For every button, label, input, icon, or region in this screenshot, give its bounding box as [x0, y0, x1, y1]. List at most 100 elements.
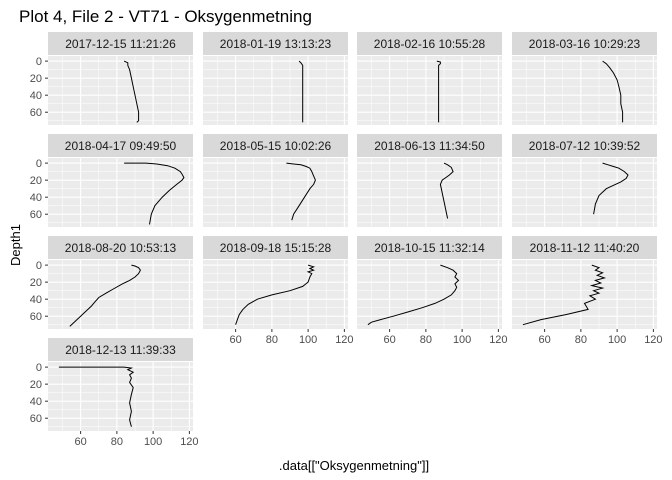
series-line — [522, 264, 607, 326]
facet-panel: 2018-04-17 09:49:50 0 20 40 60 — [30, 134, 193, 227]
chart-title: Plot 4, File 2 - VT71 - Oksygenmetning — [19, 7, 312, 26]
y-tick-label: 0 — [36, 362, 42, 374]
gridlines — [48, 158, 193, 227]
gridlines — [357, 56, 502, 125]
facet-strip — [48, 134, 193, 157]
series-line — [69, 264, 141, 327]
facet-panel: 2018-06-13 11:34:50 — [357, 134, 502, 227]
facet-strip — [203, 236, 348, 259]
facet-strip — [512, 134, 657, 157]
y-tick-label: 20 — [30, 379, 42, 391]
facet-strip-label: 2018-01-19 13:13:23 — [220, 37, 332, 51]
series-line — [439, 162, 454, 219]
facet-panel: 2018-11-12 11:40:20 60 80 100 120 — [512, 236, 663, 346]
gridlines — [512, 56, 657, 125]
facet-panel: 2018-12-13 11:39:33 0 20 40 60 60 80 100 120 — [30, 338, 199, 448]
facet-panel: 2018-05-15 10:02:26 — [203, 134, 348, 227]
x-tick-label: 60 — [230, 334, 242, 346]
series-line — [235, 264, 315, 325]
y-tick-label: 20 — [30, 175, 42, 187]
facet-panels: 2017-12-15 11:21:26 0 20 40 60 2018-01-19 13:… — [30, 32, 663, 448]
facet-panel: 2018-01-19 13:13:23 — [203, 32, 348, 125]
series-line — [367, 264, 460, 326]
x-tick-label: 120 — [644, 334, 662, 346]
y-axis-title: Depth1 — [8, 224, 23, 266]
gridlines — [357, 260, 502, 329]
facet-panel: 2018-02-16 10:55:28 — [357, 32, 502, 125]
y-tick-label: 60 — [30, 107, 42, 119]
y-tick-label: 0 — [36, 158, 42, 170]
x-tick-label: 80 — [575, 334, 587, 346]
gridlines — [512, 158, 657, 227]
y-tick-label: 0 — [36, 56, 42, 68]
y-tick-label: 20 — [30, 277, 42, 289]
gridlines — [357, 158, 502, 227]
facet-panel: 2018-09-18 15:15:28 60 80 100 120 — [203, 236, 354, 346]
facet-strip-label: 2018-04-17 09:49:50 — [65, 139, 177, 153]
x-tick-label: 60 — [75, 436, 87, 448]
x-tick-label: 100 — [144, 436, 162, 448]
facet-panel: 2018-07-12 10:39:52 — [512, 134, 657, 227]
panel-background — [357, 260, 502, 329]
y-tick-label: 40 — [30, 294, 42, 306]
facet-strip — [357, 134, 502, 157]
facet-strip — [203, 134, 348, 157]
facet-strip — [357, 236, 502, 259]
facet-strip — [48, 32, 193, 55]
x-tick-label: 80 — [111, 436, 123, 448]
panel-background — [203, 158, 348, 227]
series-line — [124, 162, 185, 225]
gridlines — [512, 260, 657, 329]
facet-strip-label: 2018-07-12 10:39:52 — [529, 139, 641, 153]
panel-background — [357, 56, 502, 125]
facet-strip — [203, 32, 348, 55]
x-axis-title: .data[["Oksygenmetning"]] — [279, 458, 429, 473]
gridlines — [203, 158, 348, 227]
facet-strip — [512, 236, 657, 259]
x-tick-label: 100 — [299, 334, 317, 346]
panel-background — [48, 56, 193, 125]
y-tick-label: 60 — [30, 413, 42, 425]
facet-panel: 2018-10-15 11:32:14 60 80 100 120 — [357, 236, 508, 346]
x-tick-label: 80 — [266, 334, 278, 346]
facet-panel: 2018-03-16 10:29:23 — [512, 32, 657, 125]
y-tick-label: 60 — [30, 311, 42, 323]
x-tick-label: 60 — [384, 334, 396, 346]
y-tick-label: 40 — [30, 90, 42, 102]
panel-background — [512, 158, 657, 227]
y-tick-label: 20 — [30, 73, 42, 85]
panel-background — [203, 56, 348, 125]
x-tick-label: 120 — [180, 436, 198, 448]
facet-strip-label: 2018-11-12 11:40:20 — [530, 241, 640, 255]
panel-background — [48, 158, 193, 227]
facet-strip — [48, 236, 193, 259]
facet-strip — [357, 32, 502, 55]
facet-strip — [512, 32, 657, 55]
series-line — [593, 162, 629, 215]
series-line — [436, 60, 441, 123]
x-tick-label: 100 — [608, 334, 626, 346]
panel-background — [512, 260, 657, 329]
facet-strip-label: 2018-05-15 10:02:26 — [220, 139, 332, 153]
series-line — [58, 366, 135, 427]
y-tick-label: 60 — [30, 209, 42, 221]
series-line — [286, 162, 316, 221]
gridlines — [48, 260, 193, 329]
x-tick-label: 100 — [453, 334, 471, 346]
y-tick-label: 0 — [36, 260, 42, 272]
facet-strip-label: 2018-06-13 11:34:50 — [374, 139, 485, 153]
x-tick-label: 120 — [489, 334, 507, 346]
y-tick-label: 40 — [30, 192, 42, 204]
series-line — [602, 60, 624, 123]
panel-background — [357, 158, 502, 227]
x-tick-label: 120 — [335, 334, 353, 346]
facet-strip-label: 2017-12-15 11:21:26 — [65, 37, 176, 51]
facet-strip-label: 2018-12-13 11:39:33 — [65, 343, 176, 357]
facet-strip-label: 2018-09-18 15:15:28 — [220, 241, 332, 255]
facet-strip-label: 2018-08-20 10:53:13 — [65, 241, 177, 255]
facet-strip-label: 2018-10-15 11:32:14 — [374, 241, 485, 255]
panel-background — [48, 260, 193, 329]
gridlines — [203, 260, 348, 329]
facet-panel: 2018-08-20 10:53:13 0 20 40 60 — [30, 236, 193, 329]
